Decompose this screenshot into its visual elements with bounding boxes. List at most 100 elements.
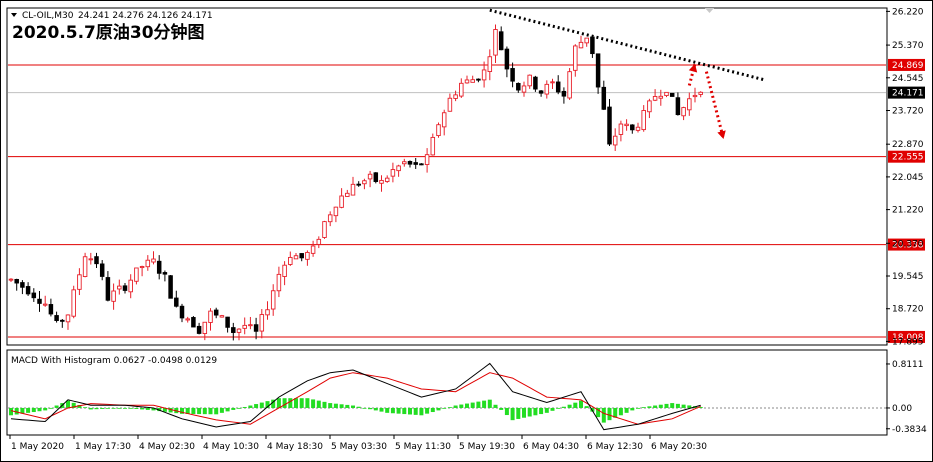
candle-body[interactable] — [88, 258, 94, 261]
candle-body[interactable] — [402, 161, 407, 165]
candle-body[interactable] — [573, 45, 578, 71]
candle-body[interactable] — [236, 328, 242, 333]
candle-body[interactable] — [390, 169, 396, 177]
candle-body[interactable] — [362, 180, 367, 185]
candle-body[interactable] — [339, 195, 344, 208]
candle-body[interactable] — [407, 161, 413, 165]
candle-body[interactable] — [498, 31, 504, 51]
candle-body[interactable] — [185, 318, 190, 321]
candle-body[interactable] — [139, 266, 145, 269]
candle-body[interactable] — [350, 183, 356, 196]
candle-body[interactable] — [208, 310, 213, 323]
candle-body[interactable] — [687, 98, 692, 111]
candle-body[interactable] — [168, 275, 173, 299]
candle-body[interactable] — [42, 303, 48, 306]
candle-body[interactable] — [225, 316, 230, 328]
candle-body[interactable] — [476, 78, 481, 81]
candle-body[interactable] — [145, 259, 151, 268]
candle-body[interactable] — [282, 264, 287, 277]
candle-body[interactable] — [538, 90, 544, 94]
candle-body[interactable] — [595, 53, 601, 88]
candle-body[interactable] — [419, 163, 424, 166]
candle-body[interactable] — [345, 192, 350, 197]
candle-body[interactable] — [413, 162, 418, 165]
resistance-trendline[interactable] — [489, 8, 764, 82]
candle-body[interactable] — [555, 81, 561, 93]
candle-body[interactable] — [550, 81, 555, 84]
candle-body[interactable] — [453, 94, 458, 99]
candle-body[interactable] — [384, 177, 390, 182]
candle-body[interactable] — [367, 173, 373, 180]
candle-body[interactable] — [333, 206, 339, 217]
candle-body[interactable] — [94, 256, 99, 265]
candle-body[interactable] — [652, 96, 658, 101]
candle-body[interactable] — [117, 285, 122, 290]
candle-body[interactable] — [447, 97, 453, 112]
candle-body[interactable] — [179, 305, 185, 319]
candle-body[interactable] — [356, 183, 361, 186]
candle-body[interactable] — [293, 255, 299, 260]
candle-body[interactable] — [544, 83, 550, 95]
candle-body[interactable] — [156, 260, 162, 274]
candle-body[interactable] — [630, 124, 635, 131]
candle-body[interactable] — [151, 258, 156, 263]
candle-body[interactable] — [77, 274, 82, 290]
candle-body[interactable] — [20, 282, 25, 288]
candle-body[interactable] — [504, 48, 510, 70]
candle-body[interactable] — [48, 304, 54, 315]
candle-body[interactable] — [8, 278, 14, 281]
candle-body[interactable] — [111, 290, 116, 302]
candle-body[interactable] — [578, 41, 584, 49]
candle-body[interactable] — [487, 56, 493, 72]
candle-body[interactable] — [692, 94, 698, 98]
candle-body[interactable] — [430, 136, 436, 156]
candle-body[interactable] — [248, 324, 253, 327]
candle-body[interactable] — [424, 154, 430, 166]
candle-body[interactable] — [231, 327, 236, 333]
scroll-marker-icon[interactable] — [705, 8, 714, 13]
candle-body[interactable] — [213, 309, 219, 316]
candle-body[interactable] — [174, 297, 179, 307]
candle-body[interactable] — [561, 90, 567, 97]
candle-body[interactable] — [527, 74, 532, 87]
candle-body[interactable] — [567, 71, 572, 99]
candle-body[interactable] — [128, 279, 133, 293]
candle-body[interactable] — [162, 272, 168, 275]
candle-body[interactable] — [584, 37, 589, 44]
candle-body[interactable] — [299, 253, 304, 259]
candle-body[interactable] — [635, 126, 641, 131]
candle-body[interactable] — [122, 285, 128, 291]
candle-body[interactable] — [270, 290, 276, 310]
candle-body[interactable] — [25, 286, 31, 295]
candle-body[interactable] — [265, 309, 270, 316]
candle-body[interactable] — [191, 317, 196, 328]
candle-body[interactable] — [459, 82, 464, 97]
candle-body[interactable] — [14, 278, 19, 284]
candle-body[interactable] — [436, 124, 441, 137]
candle-body[interactable] — [65, 314, 71, 323]
candle-body[interactable] — [310, 245, 316, 254]
arrow-down[interactable] — [704, 71, 725, 140]
candle-body[interactable] — [82, 256, 88, 277]
candle-body[interactable] — [259, 314, 265, 332]
candle-body[interactable] — [612, 135, 618, 146]
candle-body[interactable] — [681, 107, 686, 117]
candle-body[interactable] — [196, 325, 202, 334]
candle-body[interactable] — [134, 267, 139, 282]
candle-body[interactable] — [396, 165, 401, 172]
candle-body[interactable] — [54, 315, 59, 322]
candle-body[interactable] — [521, 85, 527, 93]
macd-line[interactable] — [10, 362, 701, 431]
candle-body[interactable] — [516, 82, 521, 91]
candle-body[interactable] — [601, 86, 607, 110]
candle-body[interactable] — [219, 315, 225, 318]
candle-body[interactable] — [533, 76, 538, 90]
candle-body[interactable] — [510, 68, 515, 82]
candle-body[interactable] — [464, 79, 470, 84]
candle-body[interactable] — [607, 106, 612, 145]
candle-body[interactable] — [698, 91, 703, 95]
candle-body[interactable] — [641, 110, 646, 131]
candle-body[interactable] — [669, 92, 675, 97]
candle-body[interactable] — [60, 319, 65, 322]
